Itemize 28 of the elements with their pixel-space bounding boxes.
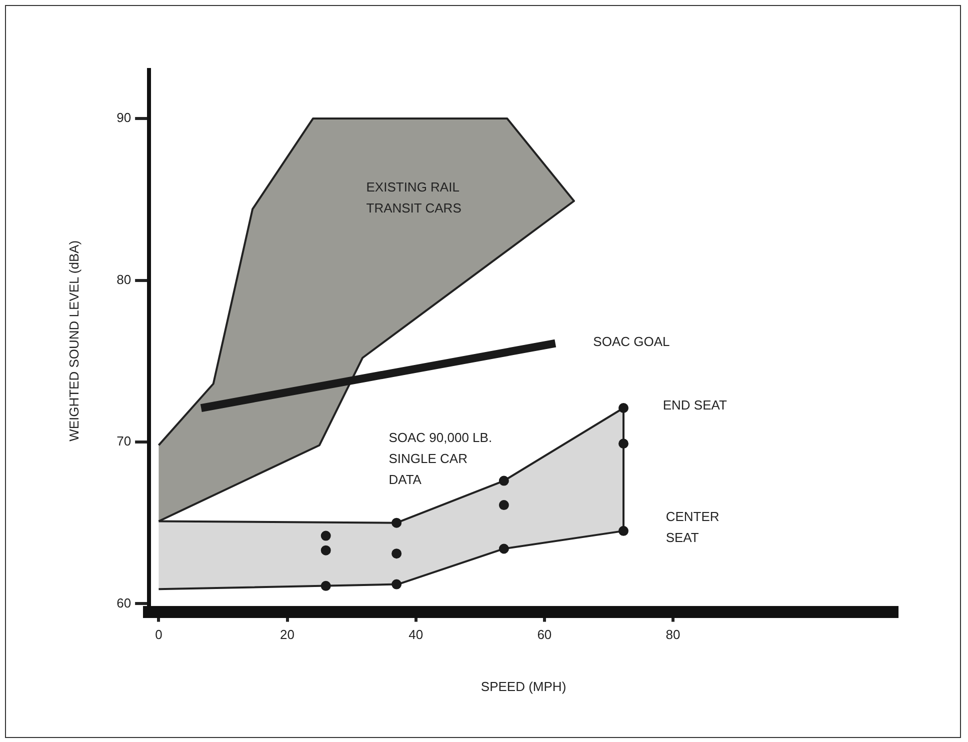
annotation: SOAC 90,000 LB. SINGLE CAR DATA [388, 430, 492, 487]
point [392, 518, 402, 528]
y-tick-label: 60 [116, 595, 132, 610]
y-tick-label: 90 [116, 110, 132, 126]
point [498, 476, 509, 486]
x-tick-label: 60 [537, 627, 552, 642]
annotation: END SEAT [662, 397, 727, 412]
point [618, 526, 628, 536]
point [392, 579, 402, 590]
point [392, 548, 402, 559]
y-axis-title: WEIGHTED SOUND LEVEL (dBA) [66, 240, 82, 442]
x-tick-label: 80 [666, 627, 680, 642]
point [320, 545, 331, 556]
x-axis-title: SPEED (MPH) [480, 678, 566, 694]
annotation: SOAC GOAL [593, 334, 670, 350]
y-tick-label: 80 [116, 272, 132, 287]
annotation: EXISTING RAIL TRANSIT CARS [366, 180, 462, 216]
point [498, 544, 509, 554]
x-tick-label: 20 [280, 627, 295, 642]
annotation: CENTER SEAT [666, 509, 720, 546]
x-tick-label: 40 [408, 627, 424, 642]
point [498, 500, 509, 510]
point [618, 438, 628, 449]
y-tick-label: 70 [116, 434, 132, 449]
point [320, 580, 331, 591]
point [320, 530, 331, 541]
point [618, 403, 628, 414]
x-tick-label: 0 [155, 627, 162, 642]
